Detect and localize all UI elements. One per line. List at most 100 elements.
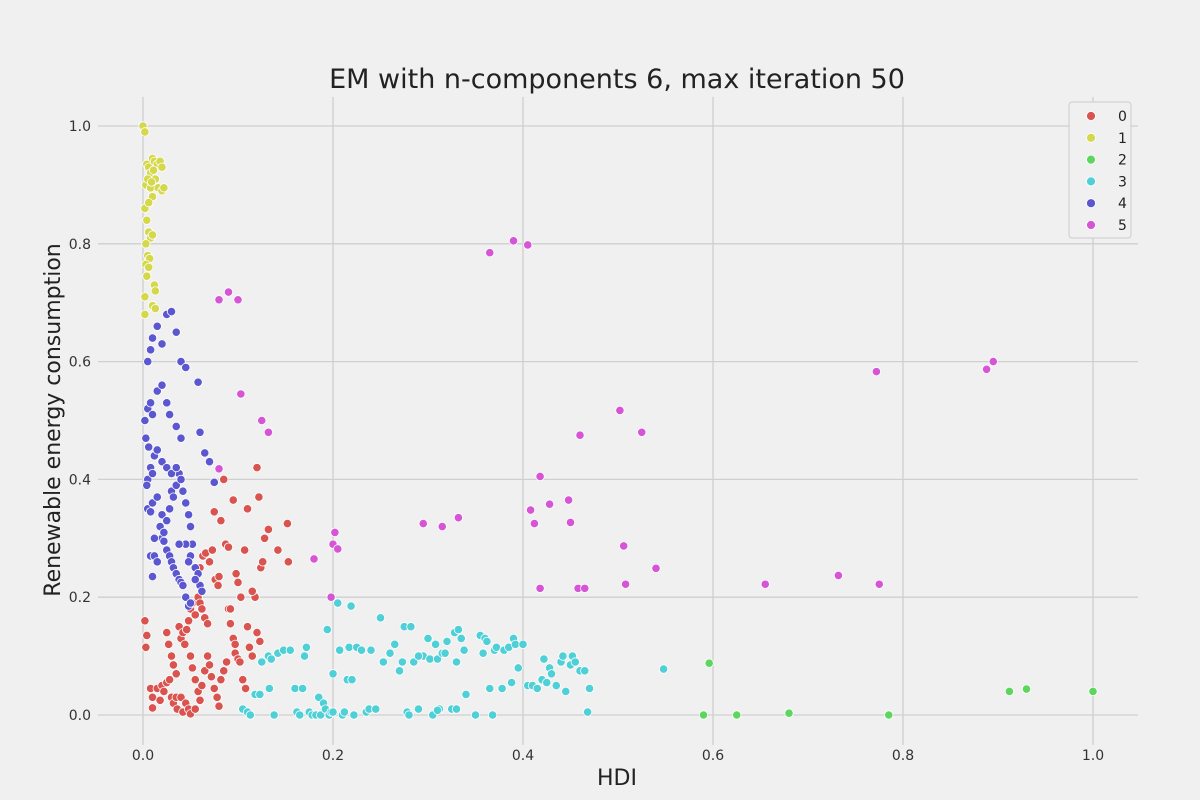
point-series-3 [440, 648, 450, 658]
point-series-4 [197, 586, 207, 596]
point-series-3 [344, 642, 354, 652]
point-series-3 [497, 683, 507, 694]
point-series-4 [141, 433, 151, 443]
point-series-0 [155, 695, 165, 705]
point-series-0 [195, 695, 205, 705]
point-series-3 [546, 669, 557, 679]
point-series-2 [1021, 684, 1032, 694]
point-series-0 [255, 636, 265, 646]
point-series-3 [518, 639, 528, 649]
point-series-0 [212, 692, 222, 702]
point-series-5 [981, 364, 992, 374]
point-series-5 [874, 579, 884, 589]
x-tick-label: 0.8 [892, 748, 914, 764]
point-series-4 [193, 377, 203, 387]
point-series-0 [190, 704, 200, 714]
point-series-3 [532, 683, 542, 694]
point-series-3 [339, 707, 349, 717]
point-series-0 [141, 642, 151, 652]
x-tick-label: 1.0 [1082, 748, 1104, 764]
point-series-3 [551, 680, 561, 691]
point-series-0 [240, 545, 250, 555]
point-series-4 [157, 510, 167, 520]
point-series-3 [335, 645, 345, 655]
point-series-4 [185, 521, 196, 532]
point-series-4 [147, 571, 158, 582]
point-series-3 [328, 707, 338, 717]
point-series-0 [242, 622, 253, 632]
point-series-4 [165, 410, 175, 420]
point-series-5 [263, 427, 273, 437]
legend-label: 4 [1118, 196, 1127, 212]
point-series-4 [147, 498, 158, 508]
point-series-3 [301, 642, 311, 652]
point-series-4 [176, 433, 186, 443]
point-series-3 [406, 622, 416, 632]
point-series-1 [150, 286, 160, 296]
point-series-3 [506, 678, 517, 688]
point-series-3 [314, 692, 324, 702]
point-series-4 [140, 415, 150, 426]
legend-marker [1086, 111, 1096, 121]
y-tick-label: 1.0 [69, 119, 91, 135]
point-series-0 [273, 545, 283, 555]
point-series-0 [159, 686, 169, 697]
point-series-1 [141, 239, 151, 249]
point-series-3 [478, 648, 488, 658]
point-series-0 [197, 604, 207, 614]
x-axis-label: HDI [597, 766, 637, 791]
point-series-4 [159, 527, 169, 538]
data-points [138, 121, 1098, 720]
point-series-3 [328, 669, 338, 679]
x-tick-labels: 0.0 0.2 0.4 0.6 0.8 1.0 [132, 748, 1104, 764]
point-series-0 [263, 524, 273, 535]
point-series-2 [1088, 686, 1098, 697]
point-series-3 [322, 624, 332, 635]
point-series-5 [485, 248, 495, 258]
point-series-0 [180, 639, 190, 649]
y-axis-label: Renewable energy consumption [41, 243, 66, 596]
point-series-3 [266, 654, 276, 664]
point-series-0 [223, 542, 234, 552]
point-series-0 [283, 557, 293, 567]
point-series-0 [204, 660, 215, 670]
point-series-3 [295, 710, 305, 720]
point-series-3 [580, 666, 590, 676]
chart-title: EM with n-components 6, max iteration 50 [329, 64, 905, 95]
point-series-0 [207, 545, 217, 555]
point-series-5 [214, 464, 224, 474]
point-series-4 [162, 398, 172, 408]
point-series-3 [346, 601, 356, 611]
y-tick-label: 0.4 [69, 472, 91, 488]
point-series-3 [347, 675, 357, 685]
y-tick-label: 0.8 [69, 237, 91, 253]
point-series-3 [453, 624, 463, 635]
point-series-0 [219, 474, 229, 484]
point-series-0 [222, 657, 232, 667]
point-series-3 [269, 710, 279, 720]
point-series-0 [206, 672, 216, 682]
point-series-5 [833, 570, 844, 581]
point-series-5 [637, 427, 647, 437]
point-series-0 [228, 495, 238, 505]
point-series-0 [235, 657, 245, 667]
point-series-5 [453, 513, 463, 523]
point-series-0 [203, 619, 213, 629]
legend-marker [1086, 198, 1096, 209]
point-series-5 [330, 527, 340, 538]
legend-box [1068, 101, 1132, 239]
point-series-4 [162, 463, 172, 473]
point-series-4 [166, 306, 177, 317]
point-series-3 [257, 657, 267, 667]
point-series-5 [575, 430, 585, 440]
point-series-5 [565, 517, 576, 527]
point-series-5 [651, 563, 661, 573]
point-series-4 [162, 516, 172, 526]
point-series-4 [184, 557, 194, 567]
point-series-3 [558, 651, 568, 661]
point-series-0 [200, 666, 210, 676]
point-series-3 [333, 598, 343, 608]
legend-marker [1086, 132, 1096, 143]
point-series-4 [171, 327, 181, 337]
